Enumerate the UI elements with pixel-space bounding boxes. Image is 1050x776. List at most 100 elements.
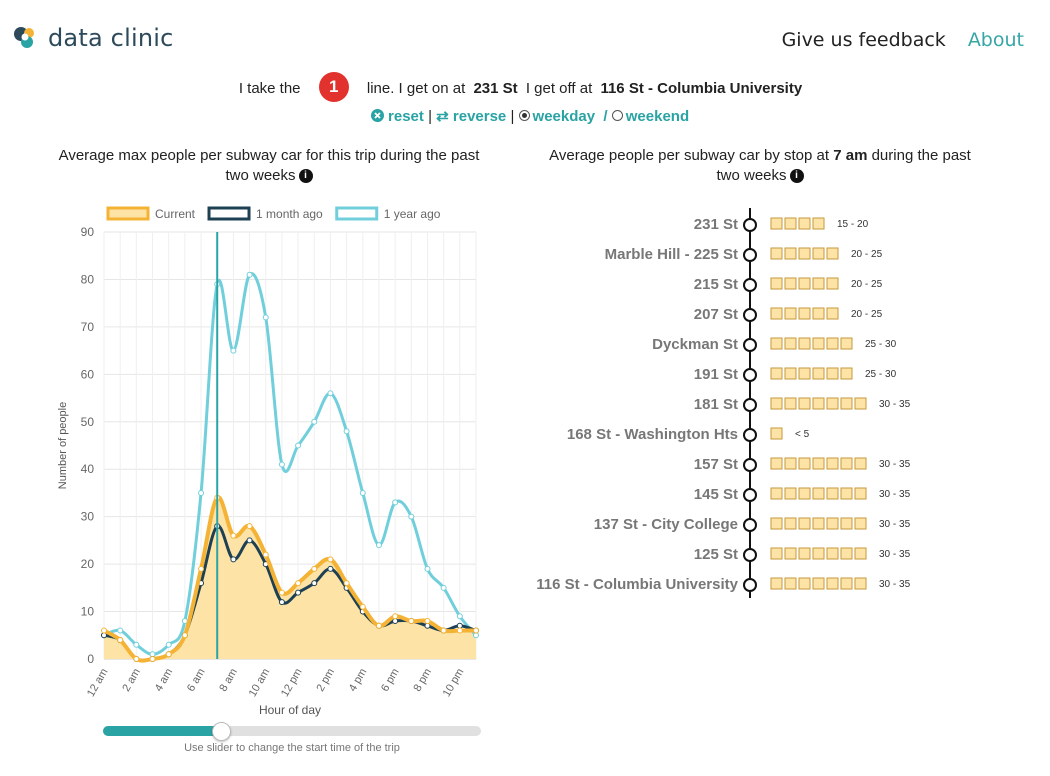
crowd-box [840, 547, 853, 560]
crowd-box [826, 487, 839, 500]
crowd-range-label: 30 - 35 [879, 549, 911, 560]
crowd-box [770, 367, 783, 380]
legend-swatch [335, 206, 379, 221]
data-point [359, 489, 366, 496]
crowd-range-label: 20 - 25 [851, 279, 883, 290]
info-icon[interactable]: i [298, 169, 313, 184]
crowd-box [784, 337, 797, 350]
line-chart: 0 10 20 30 40 50 60 70 80 90 12 am 2 am 4 am 6 am 8 am… [57, 206, 479, 717]
crowd-box [798, 457, 811, 470]
crowd-box [812, 247, 825, 260]
crowd-box [812, 487, 825, 500]
data-point [343, 428, 350, 435]
crowd-box [826, 547, 839, 560]
crowd-box [770, 517, 783, 530]
line-chart-title-line2: two weeks [225, 167, 296, 184]
logo[interactable]: data clinic [12, 24, 174, 52]
crowd-box [840, 337, 853, 350]
data-point [295, 580, 302, 587]
data-point [343, 580, 350, 587]
legend-label: Current [155, 207, 196, 221]
stop-name: 231 St [694, 216, 738, 233]
current-area [104, 497, 476, 661]
data-point [359, 603, 366, 610]
reverse-button[interactable]: ⇄ reverse [436, 108, 510, 125]
x-tick-label: 2 pm [314, 667, 337, 694]
nav-about-link[interactable]: About [967, 29, 1024, 51]
crowd-box [812, 517, 825, 530]
info-icon[interactable]: i [789, 169, 804, 184]
x-axis-title: Hour of day [259, 703, 321, 717]
crowd-box [784, 577, 797, 590]
data-point [262, 314, 269, 321]
stop-name: 145 St [694, 486, 738, 503]
start-time-slider[interactable] [103, 722, 481, 741]
stop-marker [743, 428, 757, 442]
crowd-box [770, 427, 783, 440]
weekend-radio[interactable] [611, 110, 623, 121]
crowd-box [798, 337, 811, 350]
data-point [149, 656, 156, 662]
crowd-box [784, 487, 797, 500]
crowd-box [840, 397, 853, 410]
crowd-range-label: < 5 [795, 429, 810, 440]
x-tick-label: 8 am [217, 667, 240, 694]
weekend-option[interactable]: weekend [611, 108, 689, 125]
crowd-box [798, 247, 811, 260]
nav-feedback-link[interactable]: Give us feedback [781, 29, 946, 51]
crowd-box [798, 397, 811, 410]
crowd-range-label: 20 - 25 [851, 249, 883, 260]
y-tick-label: 0 [87, 652, 94, 666]
data-point [456, 627, 463, 634]
crowd-box [798, 277, 811, 290]
crowd-box [826, 247, 839, 260]
data-point [375, 622, 382, 629]
destination-station-select[interactable]: 116 St - Columbia University [600, 79, 803, 97]
data-point [165, 651, 172, 658]
data-point [473, 627, 479, 634]
data-point [295, 442, 302, 449]
crowd-box [770, 217, 783, 230]
origin-station-select[interactable]: 231 St [473, 79, 518, 97]
crowd-box [826, 337, 839, 350]
weekday-option[interactable]: weekday [518, 108, 600, 125]
crowd-box [812, 367, 825, 380]
crowd-box [840, 367, 853, 380]
crowd-box [798, 367, 811, 380]
stop-chart: 231 St 15 - 20 Marble Hill - 225 St 20 - 25… [536, 208, 911, 598]
x-tick-label: 10 pm [441, 667, 467, 699]
reset-button[interactable]: reset [370, 108, 428, 125]
crowd-box [812, 547, 825, 560]
crowd-box [784, 517, 797, 530]
y-tick-label: 10 [81, 605, 95, 619]
stop-name: 116 St - Columbia University [536, 576, 738, 593]
crowd-box [854, 547, 867, 560]
stop-marker [743, 278, 757, 292]
stop-name: 125 St [694, 546, 738, 563]
separator: | [428, 108, 432, 125]
crowd-box [812, 217, 825, 230]
data-point [295, 589, 302, 596]
crowd-box [812, 397, 825, 410]
stop-chart-title: Average people per subway car by stop at… [520, 146, 1000, 186]
line-chart-title-line1: Average max people per subway car for th… [58, 147, 480, 164]
crowd-box [784, 277, 797, 290]
trip-middle-2: I get off at [525, 79, 593, 97]
weekday-label: weekday [532, 108, 596, 125]
data-point [101, 627, 107, 634]
stop-marker [743, 368, 757, 382]
data-point [230, 347, 237, 354]
crowd-box [840, 577, 853, 590]
data-point [198, 565, 205, 572]
crowd-box [798, 487, 811, 500]
legend-swatch [207, 206, 251, 221]
weekday-radio[interactable] [518, 110, 530, 121]
slider-fill [103, 726, 221, 736]
data-point [440, 627, 447, 634]
slider-thumb[interactable] [212, 722, 232, 741]
line-bullet-selector[interactable]: 1 [318, 72, 349, 102]
crowd-box [840, 457, 853, 470]
data-point [278, 461, 285, 468]
data-point [440, 584, 447, 591]
trip-sentence: I take the 1 line. I get on at 231 St I … [0, 72, 1045, 104]
